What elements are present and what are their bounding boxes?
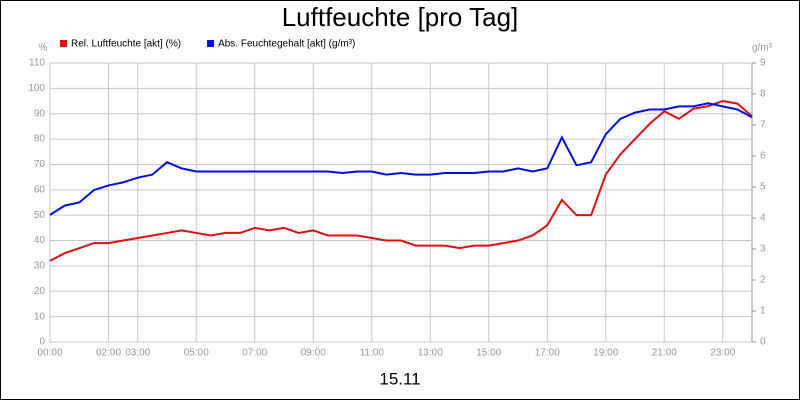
y-tick-label: 100 (28, 83, 45, 94)
x-tick-label: 09:00 (301, 348, 326, 359)
y-tick-label: 50 (34, 210, 46, 221)
plot-area (49, 62, 753, 343)
x-tick-label: 11:00 (360, 348, 385, 359)
y-tick-label: 40 (34, 235, 46, 246)
y2-tick-label: 7 (760, 120, 766, 131)
y2-tick-label: 5 (760, 182, 766, 193)
y2-tick-label: 4 (760, 213, 766, 224)
y2-tick-label: 8 (760, 89, 766, 100)
x-tick-label: 05:00 (184, 348, 209, 359)
legend-swatch (207, 40, 215, 47)
chart-title: Luftfeuchte [pro Tag] (282, 2, 519, 32)
y2-tick-label: 6 (760, 151, 766, 162)
x-tick-label: 17:00 (535, 348, 560, 359)
legend-swatch (60, 40, 67, 47)
x-tick-label: 00:00 (37, 348, 62, 359)
x-tick-label: 19:00 (593, 348, 618, 359)
y2-tick-label: 3 (760, 244, 766, 255)
y-tick-label: 70 (34, 159, 46, 170)
series-line (49, 102, 753, 216)
x-tick-label: 13:00 (418, 348, 443, 359)
y2-tick-label: 0 (760, 337, 766, 348)
x-label: 15.11 (379, 369, 420, 388)
y2-tick-label: 1 (760, 306, 766, 317)
y-tick-label: 60 (34, 184, 46, 195)
x-tick-label: 02:00 (96, 348, 121, 359)
legend-label: Abs. Feuchtegehalt [akt] (g/m³) (218, 39, 355, 50)
y2-unit: g/m³ (752, 43, 773, 54)
y-tick-label: 80 (34, 134, 46, 145)
y-unit: % (39, 43, 48, 54)
y-tick-label: 10 (34, 311, 46, 322)
x-tick-label: 07:00 (242, 348, 267, 359)
y-tick-label: 90 (34, 108, 46, 119)
y-tick-label: 110 (29, 58, 45, 69)
y-tick-label: 30 (34, 261, 46, 272)
y2-tick-label: 9 (760, 58, 766, 69)
x-tick-label: 15:00 (476, 348, 501, 359)
series-line (49, 100, 753, 262)
y-tick-label: 0 (39, 337, 45, 348)
x-tick-label: 21:00 (652, 348, 677, 359)
y2-tick-label: 2 (760, 275, 766, 286)
legend-label: Rel. Luftfeuchte [akt] (%) (71, 39, 181, 50)
y-tick-label: 20 (34, 286, 46, 297)
x-tick-label: 23:00 (710, 348, 735, 359)
x-tick-label: 03:00 (125, 348, 150, 359)
